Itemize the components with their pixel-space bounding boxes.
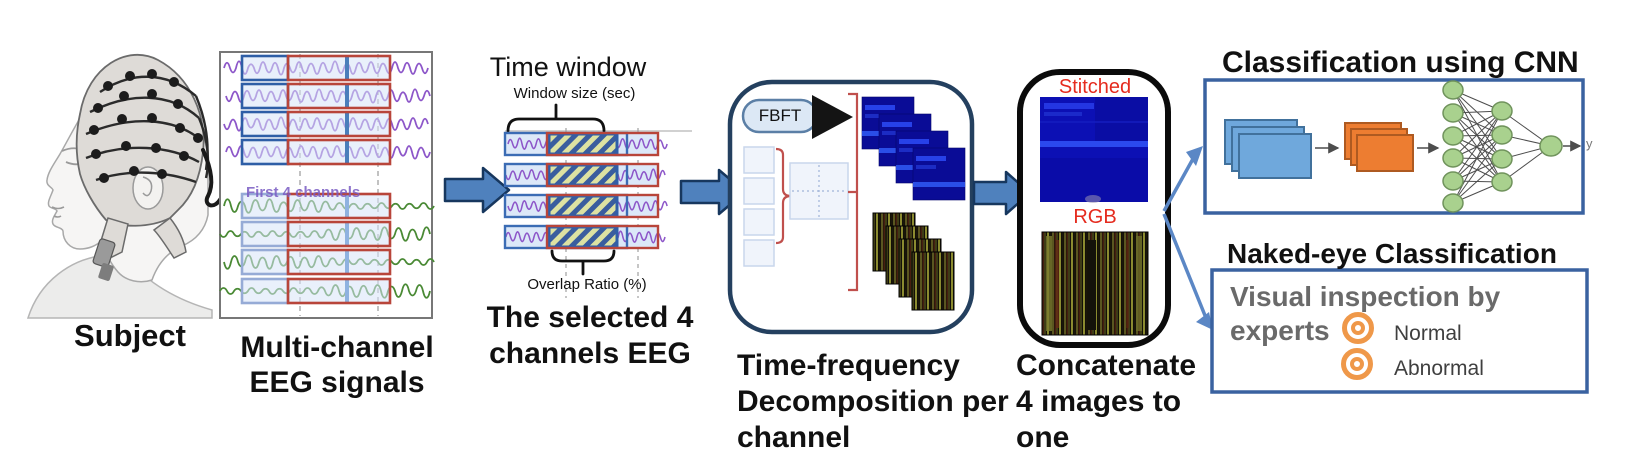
selected-channels-label: The selected 4 channels EEG [486,301,694,370]
ear-detail [142,176,153,197]
overlap-ratio-brace [550,249,616,276]
abnormal-bullseye-icon [1341,348,1373,380]
rgb-label: RGB [1073,206,1117,228]
tf-decomposition-label: Time-frequency Decomposition per channel [737,349,1009,454]
naked-eye-box [1210,268,1589,394]
fbft-label: FBFT [758,106,802,125]
overlap-ratio-label: Overlap Ratio (%) [527,276,647,293]
strip-rows [503,131,668,250]
chin-strap-lower [98,263,114,281]
rgb-image [1041,231,1149,336]
window-overlays-purple [240,54,392,166]
flow-arrow-1 [443,166,511,214]
multichannel-label: Multi-channel EEG signals [240,331,434,399]
multichannel-eeg-panel [219,51,435,319]
concatenate-box [1017,69,1171,348]
orange-feature-maps [1344,122,1414,172]
window-size-brace [506,103,606,133]
ear [132,166,164,210]
channel-squares [743,146,775,267]
stitched-image [1040,97,1148,203]
concatenate-label: Concatenate 4 images to one [1016,349,1197,454]
branch-arrowhead-up [1186,146,1203,166]
chin-strap-buckle [92,238,116,268]
cap-back-strap [152,216,187,259]
subject-label: Subject [74,318,186,353]
normal-bullseye-icon [1342,312,1374,344]
time-window-title: Time window [489,52,647,82]
cnn-title: Classification using CNN [1222,46,1579,79]
time-window-strips [503,103,692,298]
abnormal-label: Abnormal [1394,357,1484,380]
fbft-arrow-icon [812,95,853,139]
tf-decomposition-box [727,79,975,335]
subject-head-illustration [26,54,228,319]
window-size-label: Window size (sec) [513,85,636,102]
output-y-label: y [1586,136,1593,151]
branch-arrowhead-down [1196,312,1213,330]
electrode-dots [89,69,203,183]
nn-nodes [1442,80,1563,213]
visual-inspection-label: Visual inspection by experts [1230,281,1501,346]
blue-feature-maps [1224,119,1312,179]
lips [51,206,65,218]
first-channels-label: First 4 channels [246,184,361,201]
naked-eye-title: Naked-eye Classification [1227,238,1557,269]
cnn-box [1203,78,1585,215]
eeg-cap [75,54,205,227]
stitched-label: Stitched [1058,76,1132,98]
window-overlays-green [240,192,392,305]
red-bracket-right [848,92,859,292]
normal-label: Normal [1394,322,1462,345]
branch-connectors [1162,156,1208,319]
